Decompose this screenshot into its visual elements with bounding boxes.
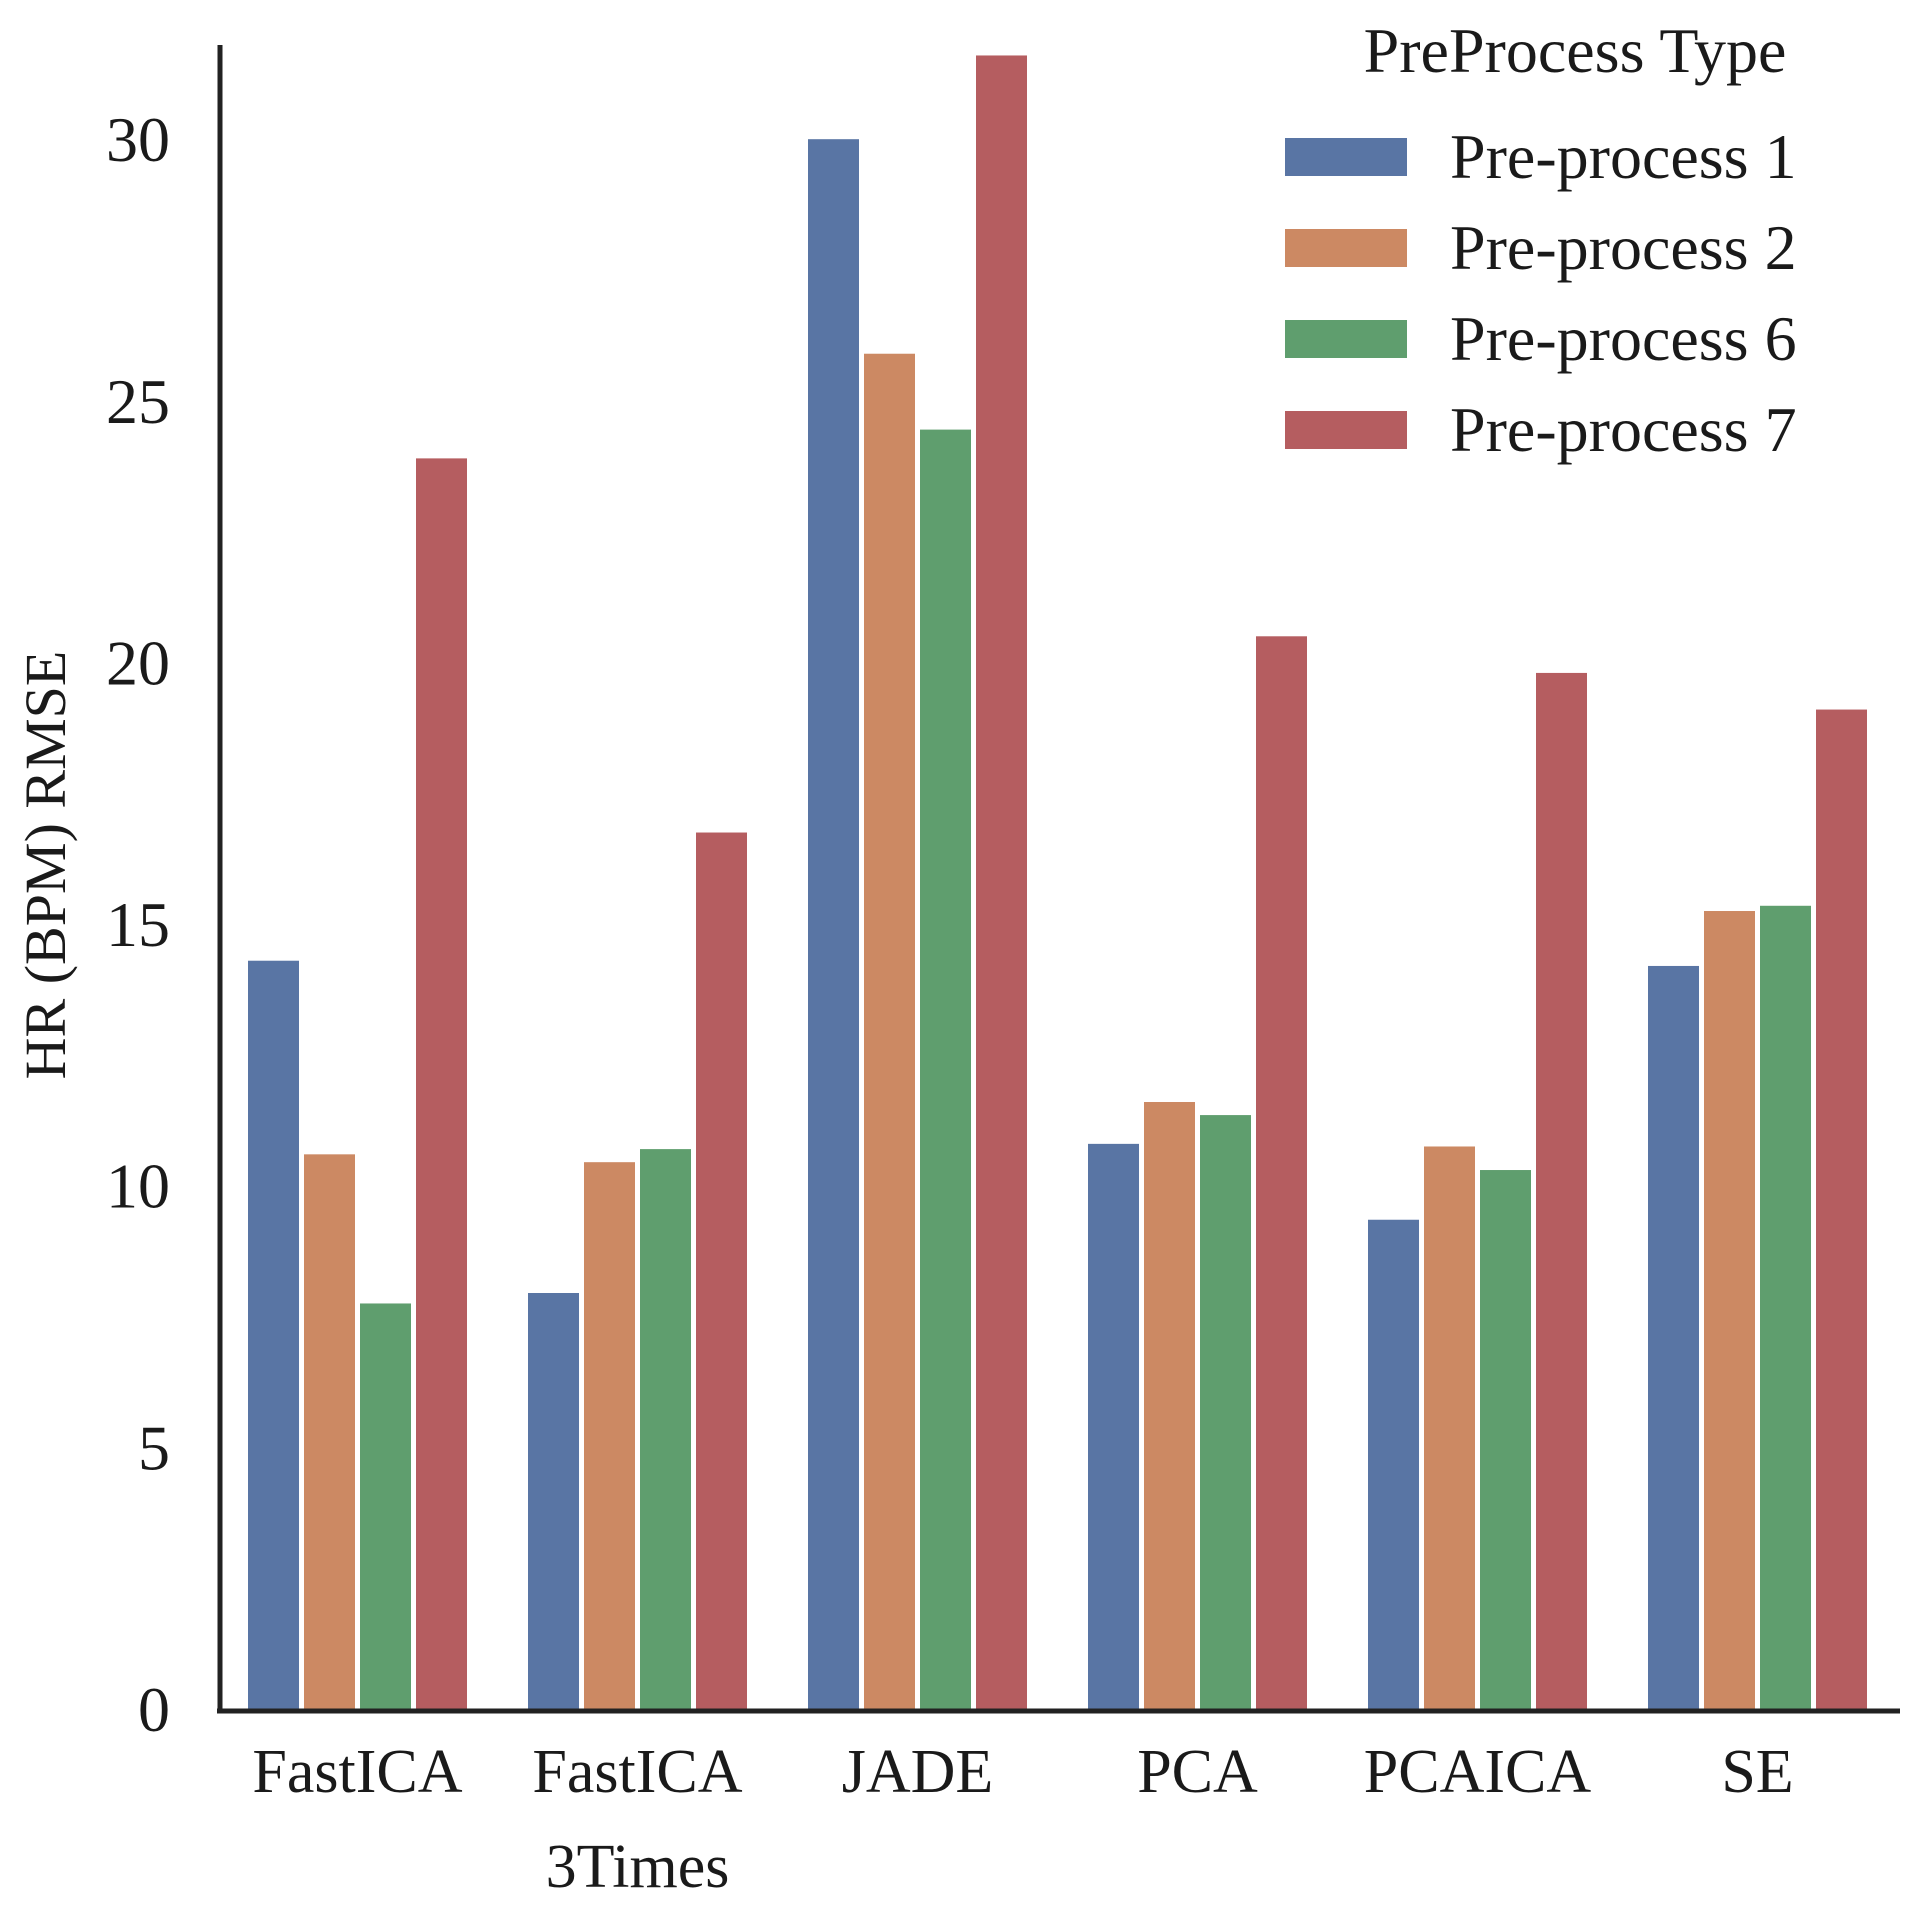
bar-4-series-3 [1200,1115,1251,1709]
x-tick-label: 3Times [546,1833,730,1901]
x-tick-label: SE [1721,1738,1793,1806]
bar-4-series-2 [1144,1102,1195,1709]
legend-swatch-4 [1285,411,1407,449]
y-axis-title: HR (BPM) RMSE [13,651,78,1080]
axes-layer [217,45,1900,1714]
x-tick-label: FastICA [532,1738,742,1806]
bar-6-series-2 [1704,911,1755,1709]
legend-label-3: Pre-process 6 [1450,303,1797,374]
legend-swatch-1 [1285,138,1407,176]
bar-5-series-4 [1536,672,1587,1709]
bar-2-series-2 [584,1162,635,1709]
bar-1-series-1 [248,960,299,1709]
legend-label-2: Pre-process 2 [1450,212,1797,283]
y-tick-label: 25 [106,366,170,437]
bar-3-series-4 [976,55,1027,1709]
bar-4-series-1 [1088,1143,1139,1709]
bar-5-series-3 [1480,1170,1531,1709]
legend-title: PreProcess Type [1364,15,1787,86]
legend-swatch-2 [1285,229,1407,267]
y-tick-label: 5 [138,1412,170,1483]
y-tick-label: 15 [106,889,170,960]
bars-layer [248,55,1867,1710]
x-tick-label: FastICA [252,1738,462,1806]
bar-6-series-3 [1760,905,1811,1709]
y-tick-label: 20 [106,627,170,698]
y-tick-labels: 0 5 10 15 20 25 30 [106,104,170,1745]
bar-1-series-2 [304,1154,355,1709]
bar-4-series-4 [1256,636,1307,1709]
x-tick-labels: FastICA FastICA 3Times JADE PCA PCAICA SE [252,1738,1793,1901]
x-tick-label: PCA [1137,1738,1258,1806]
y-tick-label: 0 [138,1674,170,1745]
legend-label-1: Pre-process 1 [1450,121,1797,192]
bar-1-series-4 [416,458,467,1709]
bar-6-series-4 [1816,709,1867,1709]
bar-5-series-1 [1368,1219,1419,1709]
bar-2-series-3 [640,1149,691,1709]
bar-3-series-3 [920,429,971,1709]
bar-3-series-1 [808,139,859,1709]
legend: PreProcess Type Pre-process 1 Pre-process… [1285,15,1797,465]
bar-2-series-4 [696,832,747,1709]
bar-5-series-2 [1424,1146,1475,1709]
x-tick-label: JADE [842,1738,994,1806]
bar-2-series-1 [528,1293,579,1709]
y-tick-label: 10 [106,1151,170,1222]
legend-label-4: Pre-process 7 [1450,394,1797,465]
legend-swatch-3 [1285,320,1407,358]
bar-1-series-3 [360,1303,411,1709]
bar-6-series-1 [1648,965,1699,1709]
x-tick-label: PCAICA [1364,1738,1592,1806]
bar-3-series-2 [864,353,915,1710]
y-tick-label: 30 [106,104,170,175]
